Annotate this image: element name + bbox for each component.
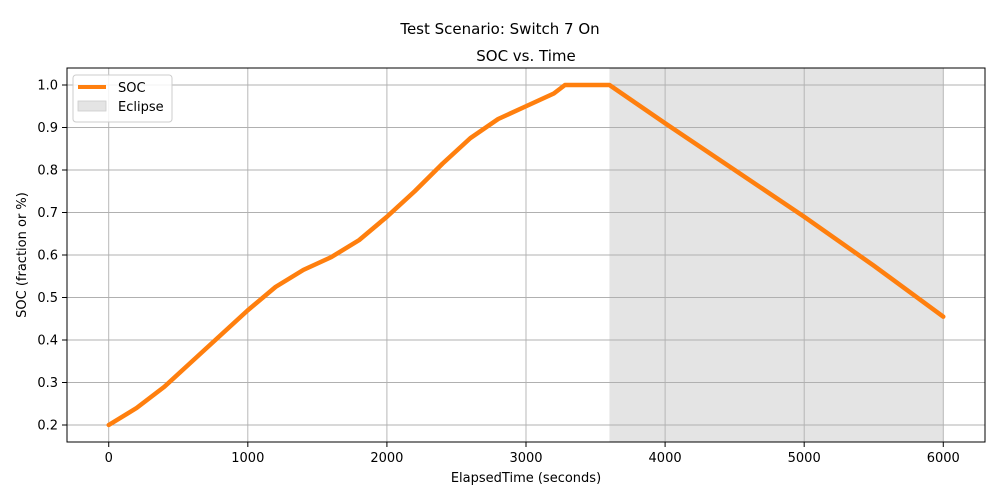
x-tick-label: 6000	[927, 451, 960, 466]
y-tick-label: 0.2	[37, 419, 58, 434]
grid-layer	[67, 68, 985, 442]
legend-label-eclipse: Eclipse	[118, 100, 164, 115]
y-tick-label: 0.3	[37, 376, 58, 391]
x-axis-ticks: 0 1000 2000 3000 4000 5000 6000	[105, 442, 960, 466]
x-tick-label: 1000	[231, 451, 264, 466]
soc-series-line	[106, 82, 946, 428]
figure-suptitle: Test Scenario: Switch 7 On	[399, 20, 599, 38]
y-axis-ticks: 0.2 0.3 0.4 0.5 0.6 0.7 0.8 0.9 1.0	[37, 79, 67, 434]
y-tick-label: 0.7	[37, 206, 58, 221]
plot-area: 0 1000 2000 3000 4000 5000 6000 0.20.30.40.50.…	[37, 67, 986, 466]
y-tick-label: 0.8	[37, 164, 58, 179]
y-tick-label: 1.0	[37, 79, 58, 94]
x-tick-label: 0	[105, 451, 113, 466]
y-tick-label: 0.4	[37, 334, 58, 349]
y-tick-label: 0.6	[37, 249, 58, 264]
y-axis-label: SOC (fraction or %)	[15, 192, 30, 318]
legend: SOC Eclipse	[72, 74, 173, 123]
x-tick-label: 3000	[509, 451, 542, 466]
series-layer	[106, 82, 946, 428]
y-tick-label: 0.5	[37, 291, 58, 306]
legend-swatch-eclipse	[77, 100, 107, 112]
x-tick-label: 2000	[370, 451, 403, 466]
x-tick-label: 4000	[649, 451, 682, 466]
y-tick-label: 0.9	[37, 121, 58, 136]
chart-title: SOC vs. Time	[476, 47, 576, 65]
legend-label-soc: SOC	[118, 81, 146, 96]
x-axis-label: ElapsedTime (seconds)	[451, 471, 601, 486]
x-tick-label: 5000	[788, 451, 821, 466]
